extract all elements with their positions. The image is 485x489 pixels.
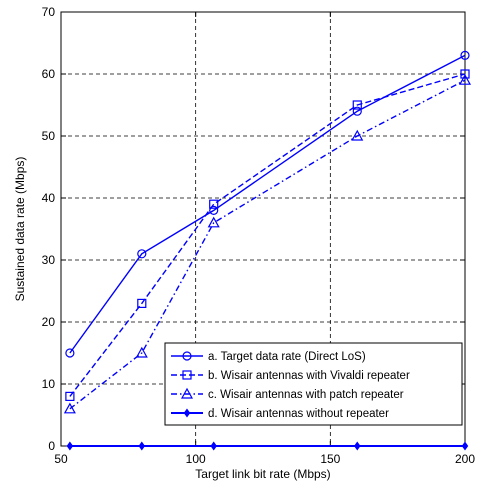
x-tick-label: 150 (320, 452, 340, 466)
legend-marker-triangle (180, 387, 194, 399)
data-point-diamond (461, 441, 469, 451)
data-point-square (209, 199, 219, 209)
data-point-triangle (458, 73, 472, 85)
y-axis-label: Sustained data rate (Mbps) (13, 157, 27, 302)
legend: a. Target data rate (Direct LoS) b. Wisai… (164, 342, 463, 426)
data-point-circle (209, 205, 219, 215)
series-line (69, 73, 466, 397)
y-tick-label: 30 (42, 253, 56, 267)
legend-box (164, 342, 463, 426)
y-tick-label: 70 (42, 5, 56, 19)
y-tick-label: 10 (42, 377, 56, 391)
data-point-triangle (207, 216, 220, 228)
legend-marker-circle (182, 351, 192, 361)
data-point-diamond (138, 441, 146, 451)
data-point-circle (65, 348, 75, 358)
y-tick-label: 20 (42, 315, 56, 329)
y-tick-label: 50 (42, 129, 56, 143)
series-line (69, 54, 466, 354)
data-point-triangle (135, 346, 148, 358)
x-tick-label: 100 (186, 452, 206, 466)
legend-entry-label: c. Wisair antennas with patch repeater (208, 389, 404, 401)
x-axis-label: Target link bit rate (Mbps) (195, 467, 330, 481)
data-point-circle (137, 249, 147, 259)
data-point-triangle (351, 129, 364, 141)
data-point-circle (460, 50, 470, 61)
series-c (63, 73, 472, 414)
legend-entry-label: d. Wisair antennas without repeater (208, 408, 389, 420)
y-tick-label: 0 (48, 439, 55, 453)
series-a (65, 50, 470, 358)
legend-entry-label: a. Target data rate (Direct LoS) (208, 351, 366, 363)
y-tick-label: 40 (42, 191, 56, 205)
data-point-square (460, 69, 470, 79)
data-point-square (65, 391, 75, 401)
series-group (63, 50, 472, 451)
legend-marker-diamond (183, 408, 191, 418)
data-point-circle (352, 106, 362, 116)
x-tick-label: 200 (455, 452, 475, 466)
axis-ticks: 50 100 150 200 0 10 20 30 40 50 60 70 (42, 5, 476, 466)
data-point-square (352, 100, 362, 110)
series-line (69, 79, 466, 410)
data-point-diamond (210, 441, 217, 451)
data-point-diamond (354, 441, 361, 451)
data-point-triangle (63, 402, 76, 414)
legend-marker-square (182, 370, 192, 380)
legend-entry-label: b. Wisair antennas with Vivaldi repeater (208, 370, 410, 382)
y-tick-label: 60 (42, 67, 56, 81)
data-point-square (137, 298, 147, 308)
x-tick-label: 50 (54, 452, 68, 466)
series-b (65, 69, 470, 401)
series-d (66, 441, 469, 451)
data-point-diamond (66, 441, 74, 451)
